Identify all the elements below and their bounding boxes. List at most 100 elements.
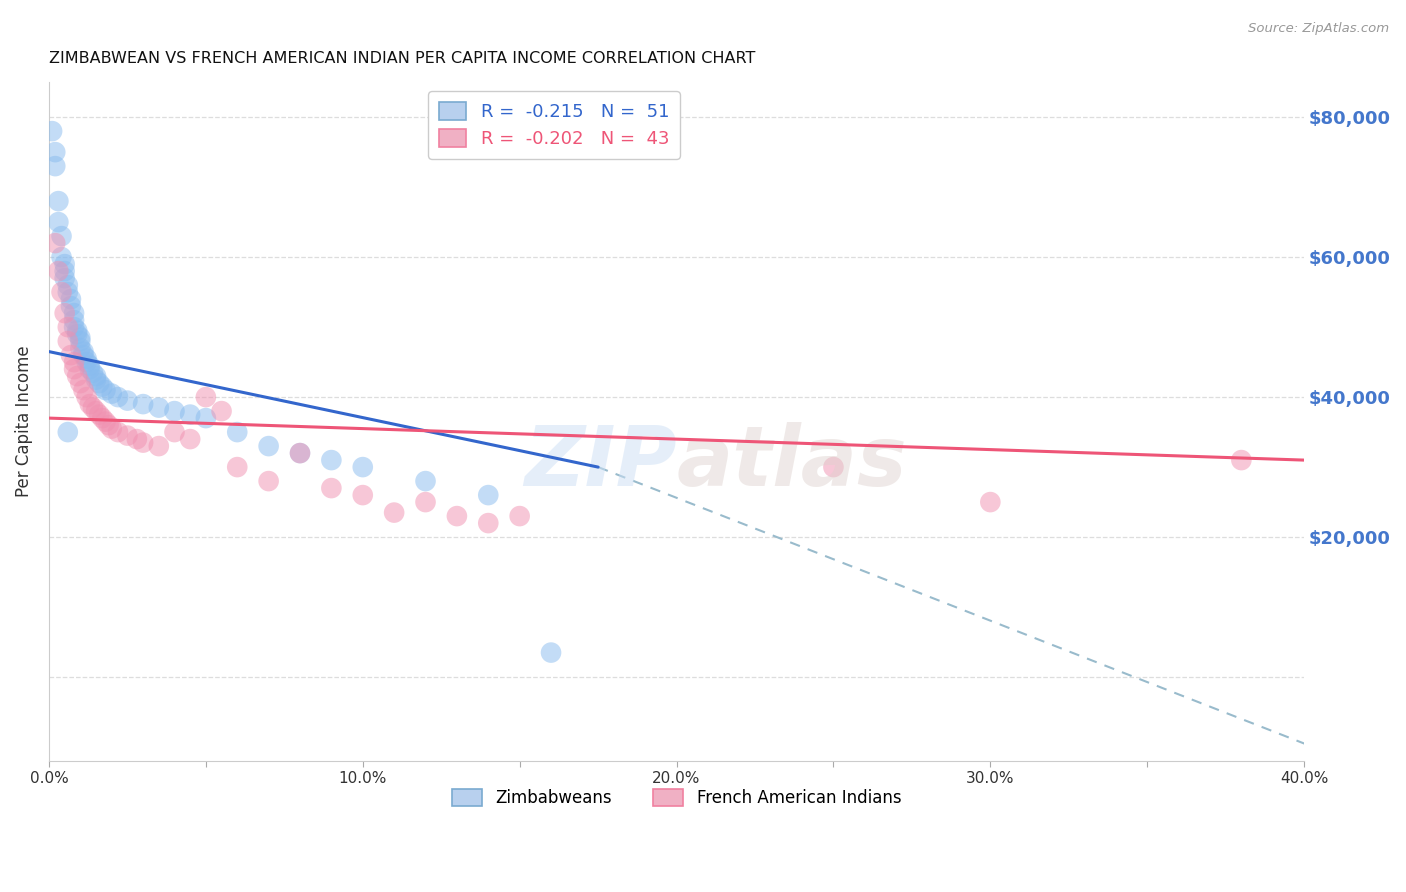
Point — [415, 495, 437, 509]
Point — [51, 285, 73, 299]
Point — [979, 495, 1001, 509]
Point — [148, 401, 170, 415]
Point — [84, 369, 107, 384]
Point — [53, 264, 76, 278]
Point — [48, 194, 70, 208]
Point — [257, 474, 280, 488]
Point — [63, 362, 86, 376]
Point — [107, 390, 129, 404]
Point — [91, 411, 114, 425]
Point — [94, 383, 117, 397]
Point — [48, 215, 70, 229]
Point — [446, 509, 468, 524]
Point — [1230, 453, 1253, 467]
Point — [59, 292, 82, 306]
Point — [84, 404, 107, 418]
Point — [352, 488, 374, 502]
Point — [69, 330, 91, 344]
Point — [82, 401, 104, 415]
Point — [97, 418, 120, 433]
Point — [194, 390, 217, 404]
Point — [63, 313, 86, 327]
Point — [59, 348, 82, 362]
Point — [100, 421, 122, 435]
Point — [509, 509, 531, 524]
Point — [69, 334, 91, 348]
Point — [44, 236, 66, 251]
Point — [44, 145, 66, 160]
Point — [288, 446, 311, 460]
Point — [79, 359, 101, 373]
Point — [56, 278, 79, 293]
Point — [82, 366, 104, 380]
Point — [163, 425, 186, 439]
Point — [148, 439, 170, 453]
Point — [66, 324, 89, 338]
Y-axis label: Per Capita Income: Per Capita Income — [15, 346, 32, 498]
Point — [91, 379, 114, 393]
Point — [132, 397, 155, 411]
Point — [194, 411, 217, 425]
Point — [100, 386, 122, 401]
Point — [53, 306, 76, 320]
Point — [56, 425, 79, 439]
Text: ZIP: ZIP — [524, 422, 676, 503]
Text: Source: ZipAtlas.com: Source: ZipAtlas.com — [1249, 22, 1389, 36]
Point — [63, 306, 86, 320]
Point — [415, 474, 437, 488]
Point — [53, 271, 76, 285]
Point — [132, 435, 155, 450]
Point — [69, 341, 91, 355]
Point — [321, 453, 343, 467]
Point — [540, 646, 562, 660]
Point — [107, 425, 129, 439]
Point — [257, 439, 280, 453]
Point — [382, 506, 405, 520]
Point — [226, 425, 249, 439]
Point — [66, 369, 89, 384]
Point — [53, 257, 76, 271]
Point — [211, 404, 233, 418]
Point — [477, 516, 499, 530]
Point — [179, 408, 201, 422]
Text: ZIMBABWEAN VS FRENCH AMERICAN INDIAN PER CAPITA INCOME CORRELATION CHART: ZIMBABWEAN VS FRENCH AMERICAN INDIAN PER… — [49, 51, 755, 66]
Point — [44, 159, 66, 173]
Point — [51, 229, 73, 244]
Text: atlas: atlas — [676, 422, 907, 503]
Legend: Zimbabweans, French American Indians: Zimbabweans, French American Indians — [446, 782, 908, 814]
Point — [41, 124, 63, 138]
Point — [94, 415, 117, 429]
Point — [48, 264, 70, 278]
Point — [477, 488, 499, 502]
Point — [72, 383, 94, 397]
Point — [76, 351, 98, 366]
Point — [288, 446, 311, 460]
Point — [79, 362, 101, 376]
Point — [56, 285, 79, 299]
Point — [72, 344, 94, 359]
Point — [79, 397, 101, 411]
Point — [59, 299, 82, 313]
Point — [66, 327, 89, 342]
Point — [352, 460, 374, 475]
Point — [226, 460, 249, 475]
Point — [89, 408, 111, 422]
Point — [63, 355, 86, 369]
Point — [117, 428, 139, 442]
Point — [125, 432, 148, 446]
Point — [56, 334, 79, 348]
Point — [76, 390, 98, 404]
Point — [76, 355, 98, 369]
Point — [823, 460, 845, 475]
Point — [89, 376, 111, 390]
Point — [69, 376, 91, 390]
Point — [56, 320, 79, 334]
Point — [72, 348, 94, 362]
Point — [63, 320, 86, 334]
Point — [51, 250, 73, 264]
Point — [163, 404, 186, 418]
Point — [179, 432, 201, 446]
Point — [321, 481, 343, 495]
Point — [84, 373, 107, 387]
Point — [117, 393, 139, 408]
